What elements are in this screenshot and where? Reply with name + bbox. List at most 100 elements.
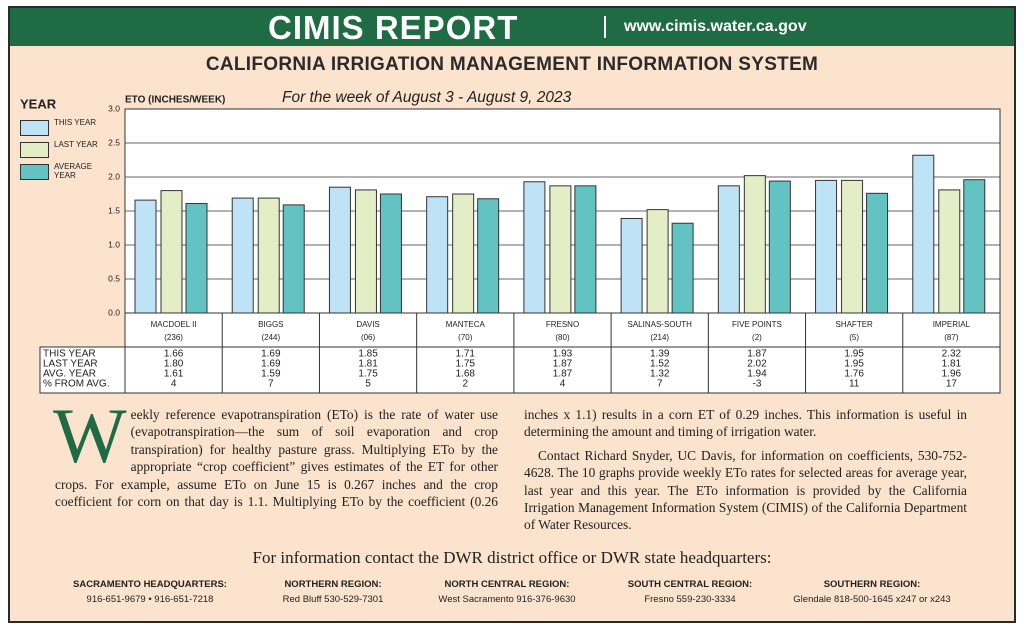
office-label: NORTH CENTRAL REGION: — [444, 579, 570, 590]
divider — [604, 16, 606, 38]
bar — [134, 199, 157, 314]
office: SOUTH CENTRAL REGION: Fresno 559-230-3334 — [590, 579, 790, 605]
office-label: NORTHERN REGION: — [284, 579, 382, 590]
bar — [379, 193, 402, 314]
table-cell: 4 — [171, 379, 177, 390]
table-cell: 1.69 — [261, 349, 281, 360]
station-code: (214) — [650, 333, 669, 342]
table-cell: 1.87 — [747, 349, 767, 360]
table-cell: 1.32 — [650, 369, 670, 380]
table-cell: 2.02 — [747, 359, 767, 370]
table-cell: 1.94 — [747, 369, 767, 380]
bar — [160, 190, 183, 314]
table-cell: 5 — [365, 379, 371, 390]
bar — [452, 193, 475, 314]
table-cell: 17 — [946, 379, 958, 390]
bar — [646, 209, 669, 314]
office-detail: Glendale 818-500-1645 x247 or x243 — [793, 594, 951, 605]
office-detail: 916-651-9679 • 916-651-7218 — [86, 594, 214, 605]
station-code: (244) — [261, 333, 280, 342]
office-detail: Fresno 559-230-3334 — [644, 594, 736, 605]
table-cell: 1.66 — [164, 349, 184, 360]
x-tick-label: MACDOEL II — [151, 320, 197, 329]
legend-title: YEAR — [20, 96, 57, 111]
bar — [768, 180, 791, 314]
x-tick-label: IMPERIAL — [933, 320, 971, 329]
chart-title: For the week of August 3 - August 9, 202… — [282, 89, 572, 106]
table-cell: 1.85 — [358, 349, 378, 360]
office: SACRAMENTO HEADQUARTERS: 916-651-9679 • 9… — [50, 579, 250, 605]
y-tick-label: 3.0 — [108, 103, 120, 113]
bar — [841, 179, 864, 314]
table-cell: 1.95 — [844, 359, 864, 370]
x-tick-label: BIGGS — [258, 320, 283, 329]
table-cell: 1.68 — [456, 369, 476, 380]
x-tick-label: SHAFTER — [835, 320, 873, 329]
office-label: SACRAMENTO HEADQUARTERS: — [73, 579, 227, 590]
office-detail: West Sacramento 916-376-9630 — [438, 594, 576, 605]
table-cell: 1.87 — [553, 369, 573, 380]
office: SOUTHERN REGION: Glendale 818-500-1645 x2… — [772, 579, 972, 605]
table-row-label: LAST YEAR — [43, 359, 98, 370]
table-cell: 1.69 — [261, 359, 281, 370]
bar — [549, 185, 572, 314]
bar — [257, 197, 280, 314]
table-cell: 7 — [657, 379, 663, 390]
bar — [743, 175, 766, 314]
table-cell: 1.81 — [358, 359, 378, 370]
bar — [574, 185, 597, 314]
office: NORTHERN REGION: Red Bluff 530-529-7301 — [233, 579, 433, 605]
table-cell: -3 — [752, 379, 761, 390]
x-tick-label: FIVE POINTS — [732, 320, 782, 329]
bar — [426, 196, 449, 314]
y-tick-label: 1.5 — [108, 205, 120, 215]
y-tick-label: 0.0 — [108, 307, 120, 317]
paragraph-text: eekly reference evapotranspiration (ETo)… — [55, 407, 967, 510]
legend-swatch — [20, 120, 49, 136]
table-cell: 4 — [560, 379, 566, 390]
paragraph: Contact Richard Snyder, UC Davis, for in… — [524, 447, 967, 533]
table-row-label: % FROM AVG. — [43, 379, 110, 390]
y-tick-label: 0.5 — [108, 273, 120, 283]
table-cell: 1.71 — [456, 349, 476, 360]
table-cell: 7 — [268, 379, 274, 390]
legend-label: LAST YEAR — [54, 140, 98, 149]
header-bar: CIMIS REPORT www.cimis.water.ca.gov — [10, 8, 1014, 46]
station-code: (2) — [752, 333, 762, 342]
bar — [185, 203, 208, 314]
y-tick-label: 1.0 — [108, 239, 120, 249]
table-cell: 1.81 — [942, 359, 962, 370]
office-label: SOUTH CENTRAL REGION: — [627, 579, 753, 590]
office-label: SOUTHERN REGION: — [823, 579, 921, 590]
bar — [671, 222, 694, 314]
category-strip — [124, 312, 1001, 348]
legend-swatch — [20, 142, 49, 158]
table-cell: 11 — [849, 379, 860, 390]
table-cell: 1.52 — [650, 359, 670, 370]
table-cell: 1.95 — [844, 349, 864, 360]
bar — [717, 185, 740, 314]
table-row-label: AVG. YEAR — [43, 369, 96, 380]
bar — [328, 186, 351, 314]
chart: YEAR ETO (INCHES/WEEK) For the week of A… — [20, 89, 1001, 394]
legend-swatch — [20, 164, 49, 180]
y-tick-label: 2.5 — [108, 137, 120, 147]
bar — [477, 198, 500, 314]
contact-heading: For information contact the DWR district… — [252, 548, 772, 567]
table-cell: 1.93 — [553, 349, 573, 360]
bar — [938, 189, 961, 314]
legend-label: THIS YEAR — [54, 118, 97, 127]
bar — [282, 204, 305, 314]
bar — [912, 154, 935, 314]
x-tick-label: DAVIS — [356, 320, 379, 329]
bar — [620, 217, 643, 314]
y-tick-label: 2.0 — [108, 171, 120, 181]
x-tick-label: SALINAS-SOUTH — [627, 320, 692, 329]
station-code: (87) — [944, 333, 959, 342]
station-code: (236) — [164, 333, 183, 342]
table-cell: 1.59 — [261, 369, 281, 380]
y-axis-title: ETO (INCHES/WEEK) — [125, 95, 225, 106]
table-cell: 2.32 — [942, 349, 962, 360]
